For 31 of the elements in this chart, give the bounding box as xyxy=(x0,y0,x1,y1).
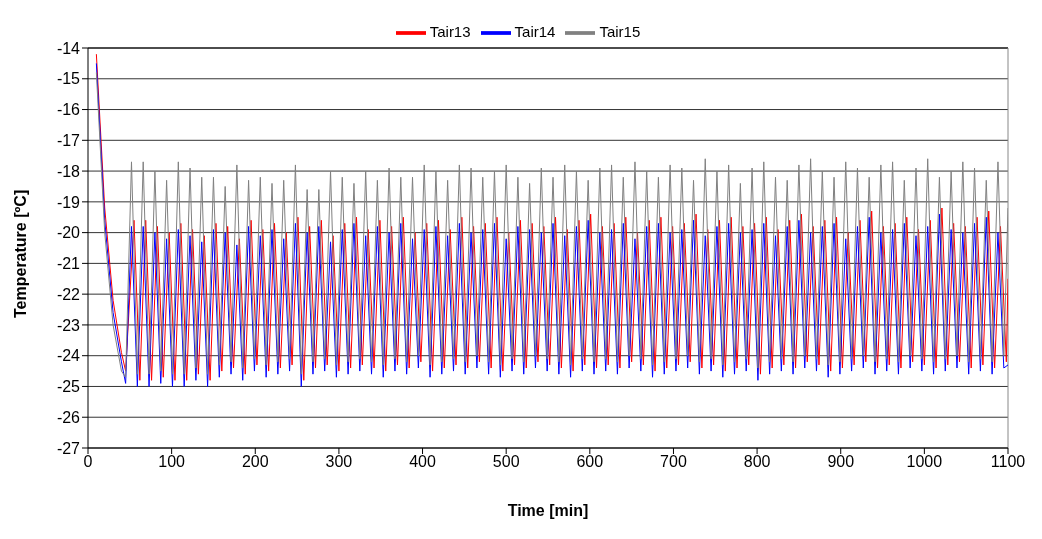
x-tick-label: 300 xyxy=(325,453,353,471)
x-tick-label: 100 xyxy=(158,453,186,471)
x-tick-label: 600 xyxy=(576,453,604,471)
x-tick-label: 500 xyxy=(492,453,520,471)
x-axis-title: Time [min] xyxy=(507,502,589,519)
x-tick-label: 400 xyxy=(409,453,436,471)
y-tick-label: -22 xyxy=(56,285,81,303)
y-tick-label: -17 xyxy=(56,131,81,149)
y-axis-title: Temperature [ºC] xyxy=(11,189,29,318)
x-tick-label: 900 xyxy=(827,453,855,471)
y-tick-label: -14 xyxy=(56,39,81,57)
x-tick-label: 0 xyxy=(83,453,93,471)
y-tick-label: -16 xyxy=(56,101,81,119)
legend-label: Tair15 xyxy=(599,22,641,40)
y-tick-label: -15 xyxy=(56,70,81,88)
y-tick-label: -25 xyxy=(56,378,81,396)
y-tick-label: -24 xyxy=(56,347,81,365)
x-tick-label: 1100 xyxy=(990,453,1026,471)
y-tick-label: -21 xyxy=(56,255,81,273)
x-tick-label: 700 xyxy=(660,453,687,471)
y-tick-label: -23 xyxy=(56,316,81,334)
x-tick-label: 1000 xyxy=(906,453,943,471)
y-tick-label: -18 xyxy=(56,162,81,180)
legend-label: Tair13 xyxy=(429,22,471,40)
y-tick-label: -20 xyxy=(56,224,81,242)
y-tick-label: -19 xyxy=(56,193,81,211)
y-tick-label: -26 xyxy=(56,408,81,426)
x-tick-label: 200 xyxy=(241,453,269,471)
legend-label: Tair14 xyxy=(514,22,556,40)
x-tick-label: 800 xyxy=(743,453,771,471)
y-tick-label: -27 xyxy=(56,439,81,457)
